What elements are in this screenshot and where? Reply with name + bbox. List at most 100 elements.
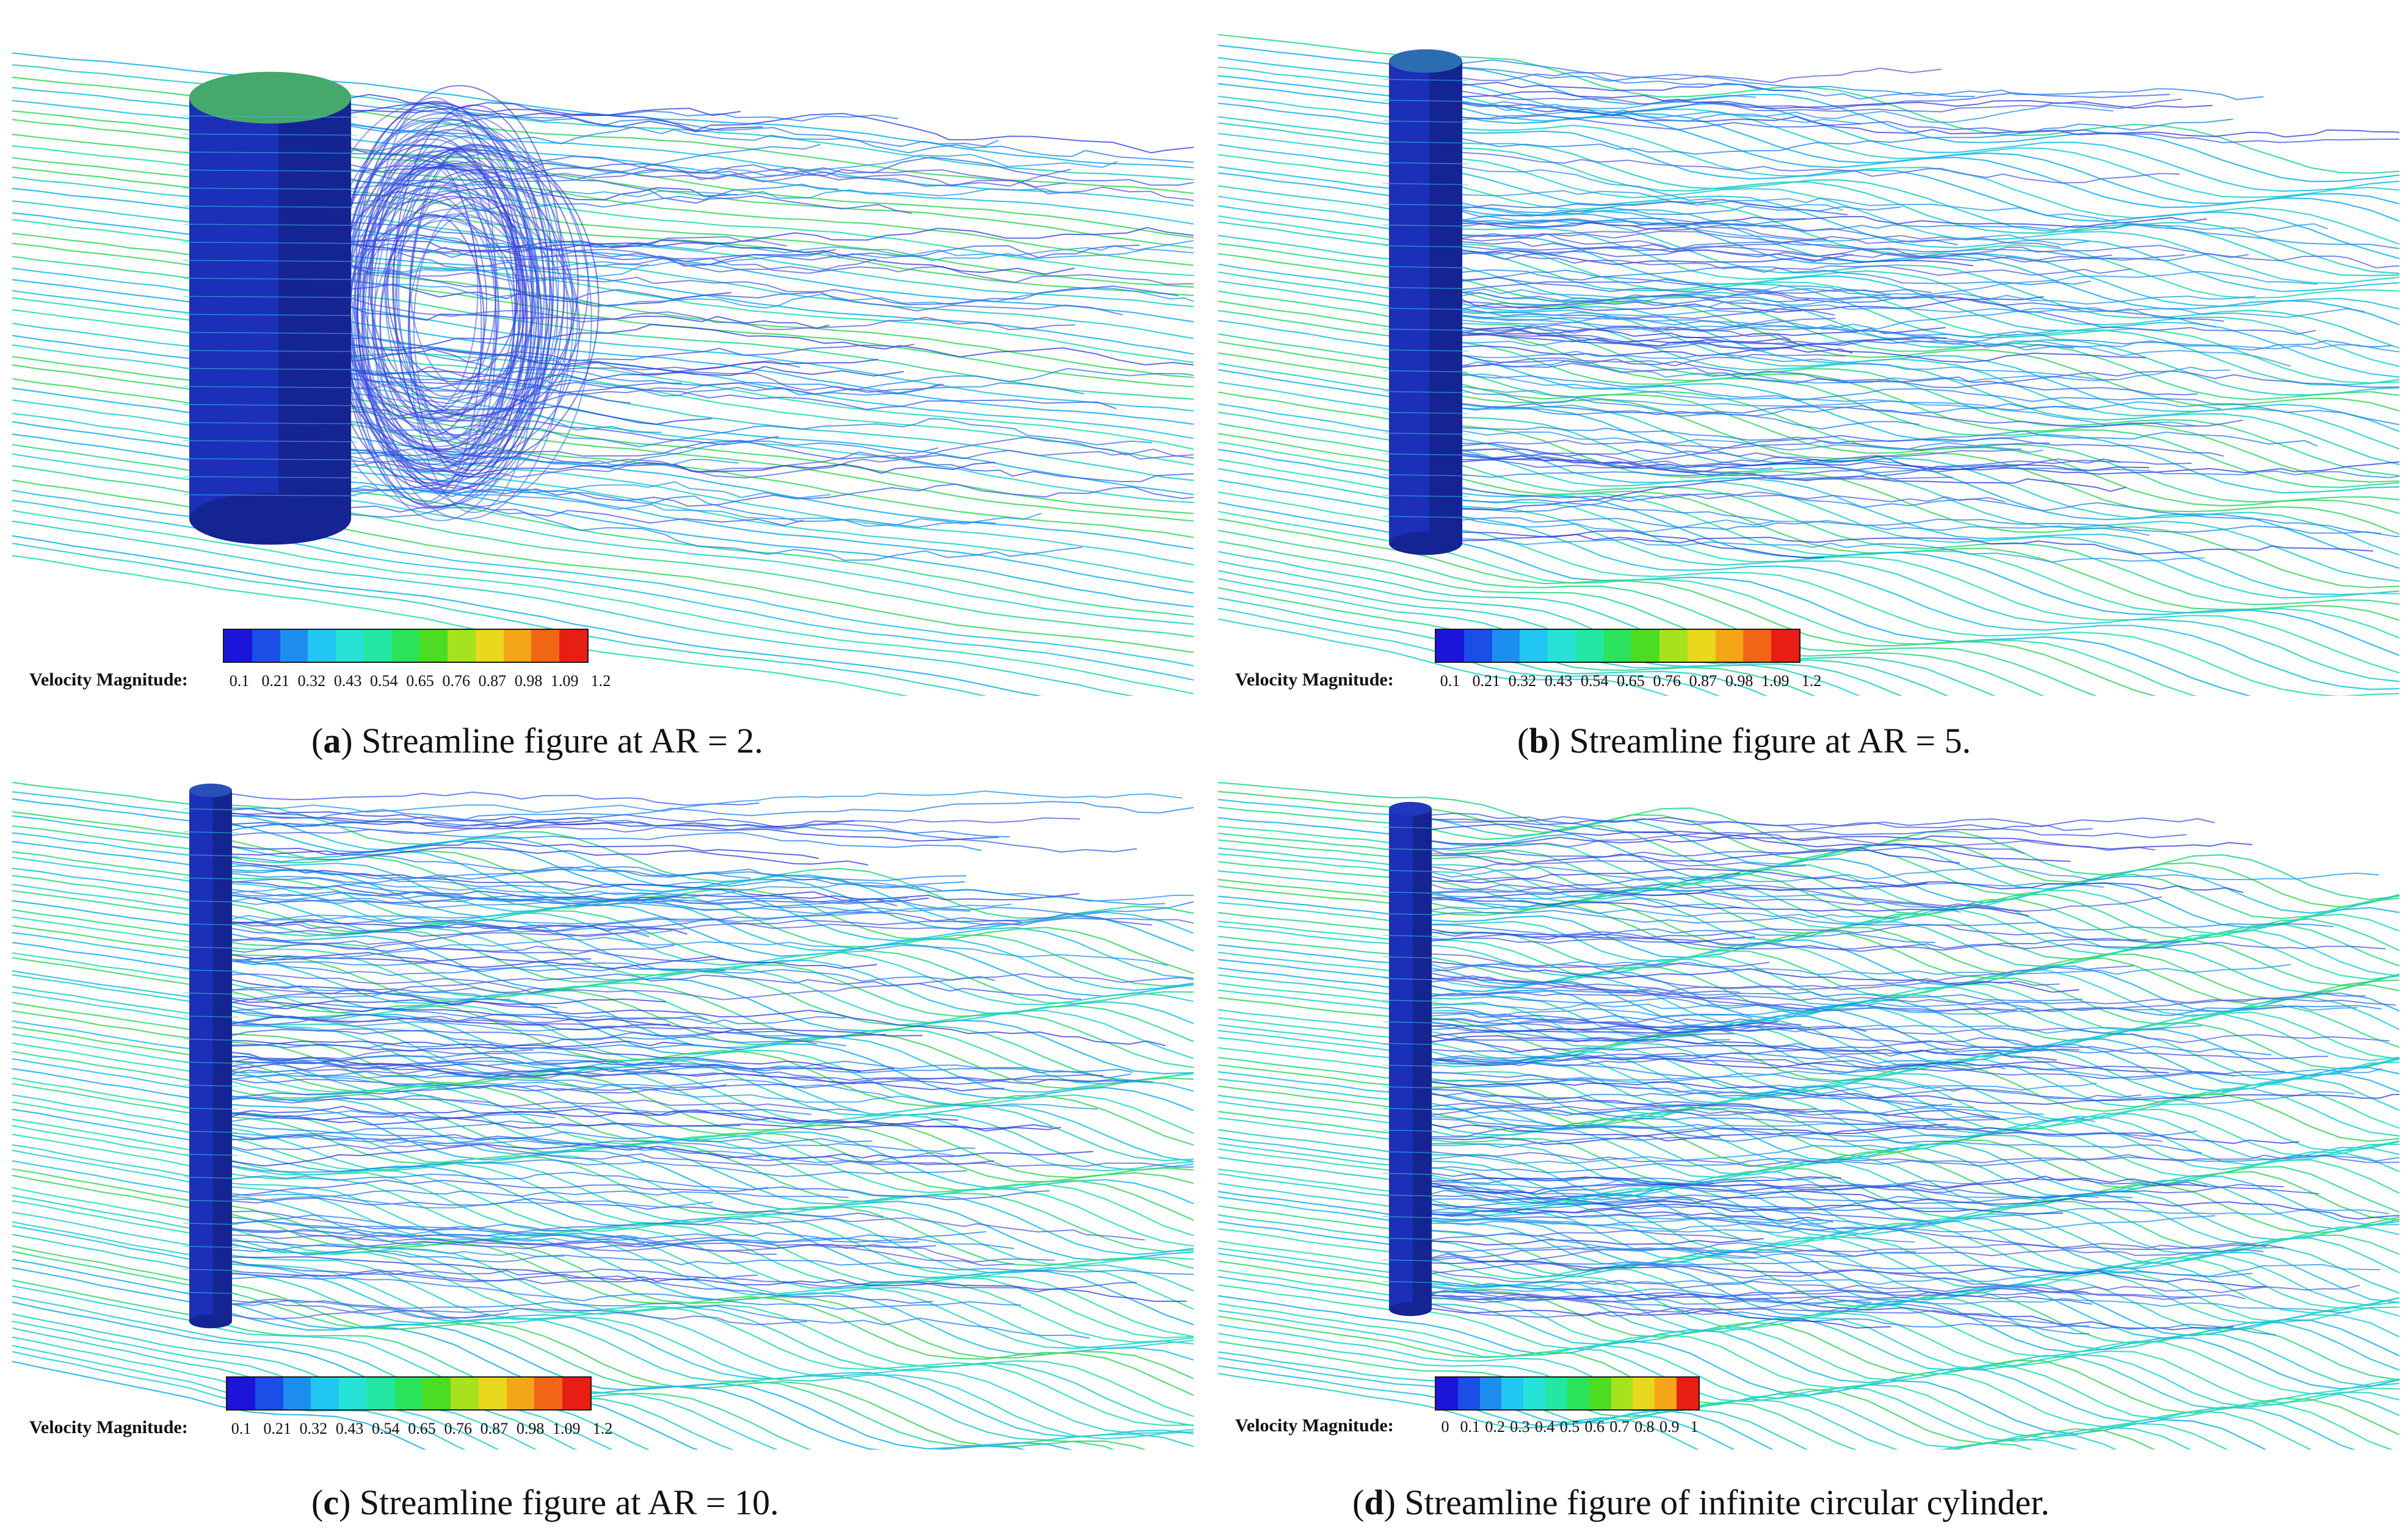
streamline xyxy=(231,936,743,963)
caption-letter: d xyxy=(1364,1483,1384,1522)
streamline xyxy=(1462,59,1975,100)
vortex-streamline xyxy=(357,145,600,464)
streamline xyxy=(1431,1091,1974,1108)
streamline-field xyxy=(12,52,1194,696)
streamline xyxy=(1431,1194,1933,1224)
streamline xyxy=(1218,569,1903,696)
colorbar-segment xyxy=(394,1378,423,1409)
caption-text: ) Streamline figure at AR = 2. xyxy=(341,721,763,761)
colorbar-tick-label: 0.5 xyxy=(1559,1418,1580,1436)
streamline xyxy=(1431,1242,2267,1259)
streamline xyxy=(231,1110,555,1122)
streamline xyxy=(1462,458,2121,477)
streamline xyxy=(1382,848,1438,851)
streamline xyxy=(1462,373,2197,427)
streamline xyxy=(1218,1310,2192,1450)
streamline xyxy=(1431,1257,2253,1277)
colorbar-segment xyxy=(280,630,308,662)
streamline xyxy=(1382,1151,1438,1154)
streamline xyxy=(183,242,358,244)
streamline xyxy=(1462,118,2233,155)
streamline xyxy=(1462,67,1942,84)
streamline xyxy=(1462,531,2373,555)
streamline xyxy=(1382,495,1469,497)
streamline xyxy=(231,877,873,913)
streamline xyxy=(1431,897,2029,917)
streamline xyxy=(231,855,966,881)
streamline xyxy=(1431,1000,2358,1012)
streamline xyxy=(1462,304,2216,328)
streamline xyxy=(183,1176,239,1179)
colorbar-tick-label: 1.09 xyxy=(551,672,579,690)
colorbar-segment xyxy=(1589,1378,1611,1409)
streamline xyxy=(183,1084,239,1087)
streamline xyxy=(1462,67,2264,101)
streamline xyxy=(1431,924,1935,944)
cylinder-top xyxy=(1389,801,1432,816)
cylinder-shade xyxy=(1412,809,1432,1309)
streamline xyxy=(1382,182,1469,186)
streamline xyxy=(1462,360,2116,384)
streamline xyxy=(1382,1172,1438,1176)
streamline xyxy=(231,1230,639,1243)
streamline xyxy=(1462,90,2182,113)
streamline xyxy=(1431,1208,2389,1229)
streamline xyxy=(1431,1057,2169,1074)
streamline xyxy=(231,920,687,935)
streamline xyxy=(1462,455,2399,475)
streamline xyxy=(183,831,239,834)
streamline xyxy=(183,946,239,949)
streamline xyxy=(1431,1048,2285,1075)
streamline xyxy=(12,535,1043,696)
legend-title: Velocity Magnitude: xyxy=(29,670,188,690)
colorbar-segment xyxy=(562,1378,590,1409)
streamline xyxy=(231,940,675,953)
streamline xyxy=(1382,1281,1438,1284)
streamline xyxy=(231,1002,923,1037)
streamline xyxy=(231,1210,1145,1241)
streamline xyxy=(183,1199,239,1202)
colorbar-tick-label: 0.98 xyxy=(516,1420,545,1437)
streamline xyxy=(12,1360,427,1450)
streamline xyxy=(183,169,358,172)
streamline xyxy=(1382,308,1469,310)
streamline xyxy=(1462,288,1932,302)
streamline xyxy=(1218,541,2045,696)
streamline xyxy=(1431,975,1818,1011)
streamline xyxy=(231,840,819,859)
streamline xyxy=(350,266,1123,316)
streamline xyxy=(1462,448,1953,480)
colorbar-segment xyxy=(1520,630,1548,662)
caption-text: ) Streamline figure at AR = 10. xyxy=(339,1483,779,1522)
streamline xyxy=(231,1109,1061,1132)
streamline xyxy=(1431,1108,1996,1133)
streamline xyxy=(1382,79,1469,81)
streamline xyxy=(1462,308,2365,333)
colorbar-tick-label: 0.54 xyxy=(370,672,398,690)
streamline xyxy=(231,1069,1098,1110)
streamline xyxy=(1431,1105,2044,1115)
streamline xyxy=(1431,1245,1917,1259)
streamline xyxy=(1431,1176,2208,1192)
streamline xyxy=(231,1011,887,1038)
streamline xyxy=(350,488,1042,527)
streamline xyxy=(1382,245,1469,248)
streamline xyxy=(350,242,877,273)
streamline xyxy=(183,854,239,857)
streamline xyxy=(1218,1332,2077,1450)
streamline xyxy=(1462,294,1810,310)
streamline xyxy=(183,808,239,811)
streamline xyxy=(1382,453,1469,456)
streamline xyxy=(1431,1061,1952,1108)
streamline xyxy=(1218,551,1996,696)
streamline xyxy=(12,1327,578,1450)
colorbar-segment xyxy=(224,630,252,662)
streamline xyxy=(1462,363,2399,389)
colorbar-segment xyxy=(1545,1378,1567,1409)
streamline xyxy=(231,973,1082,1003)
streamline xyxy=(183,223,358,226)
streamline xyxy=(1462,530,1824,559)
cylinder xyxy=(1389,49,1462,555)
streamline xyxy=(1382,370,1469,373)
streamline xyxy=(1382,891,1438,894)
